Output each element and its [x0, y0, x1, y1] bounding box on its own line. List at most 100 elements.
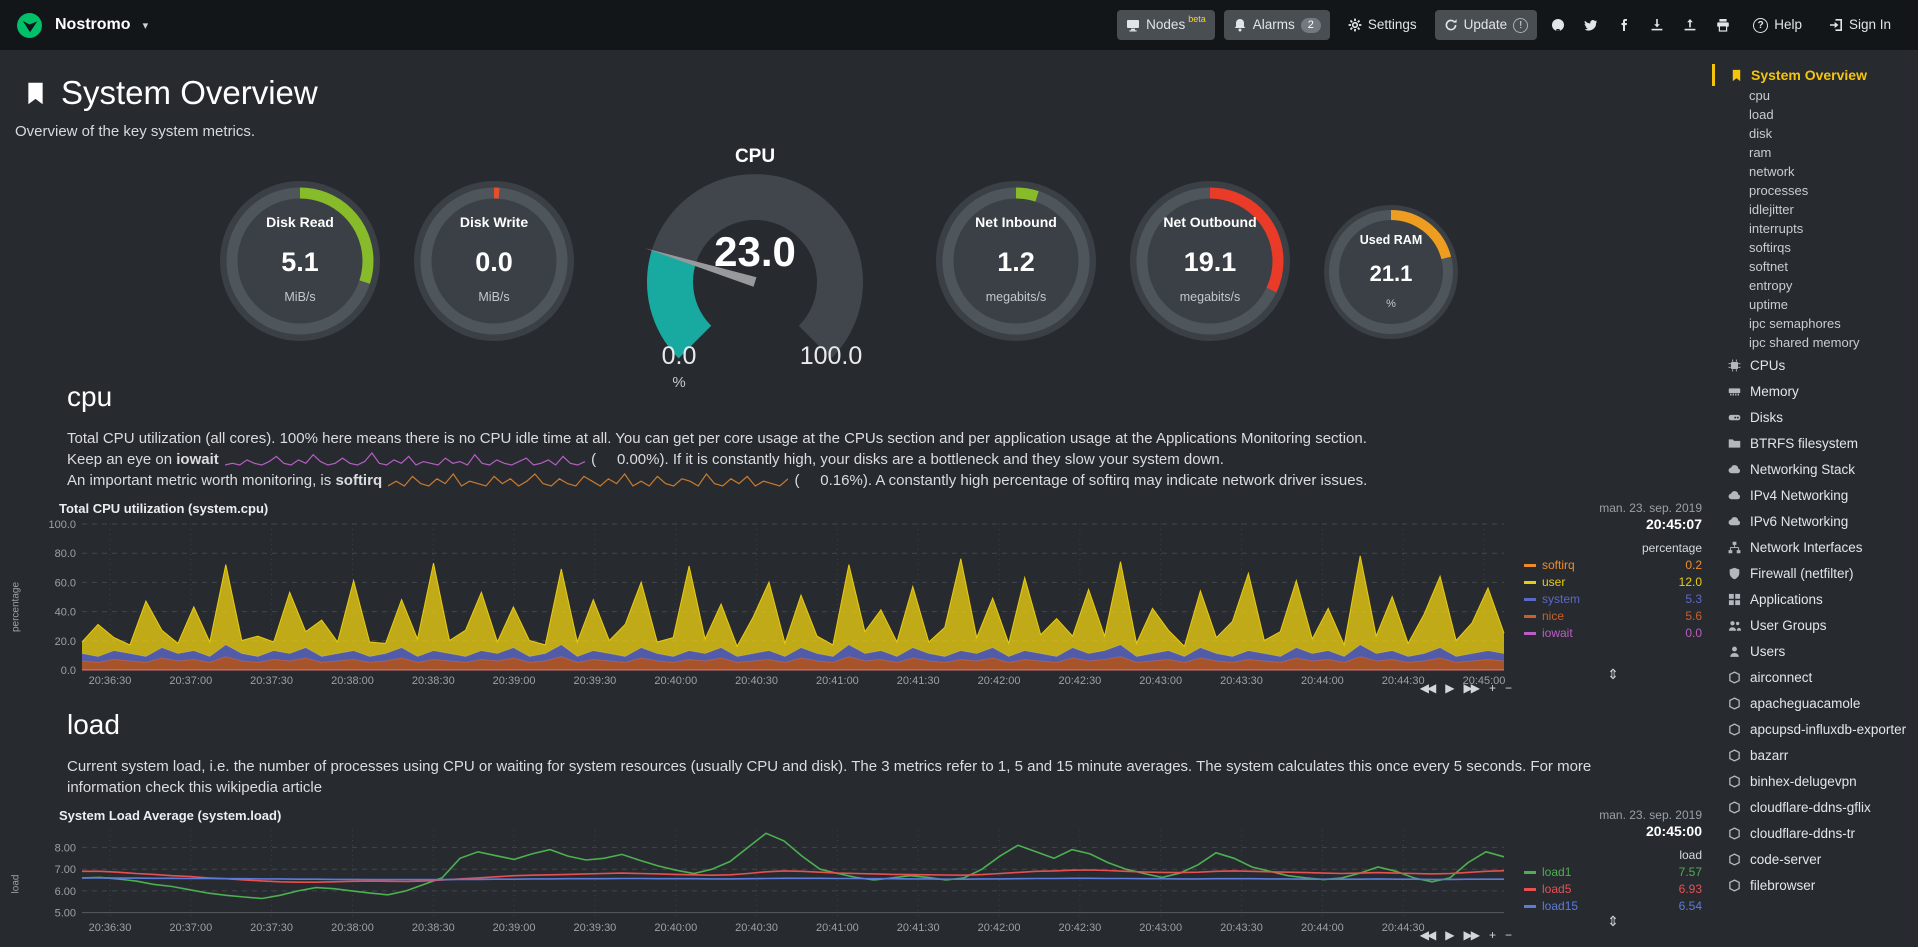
svg-text:20:38:00: 20:38:00	[331, 922, 374, 934]
gauge-title: Net Inbound	[975, 214, 1057, 230]
sidebar-subitem-ipc-shared-memory[interactable]: ipc shared memory	[1749, 335, 1860, 350]
sidebar-item-bazarr[interactable]: bazarr	[1712, 742, 1918, 768]
sidebar-subitem-disk[interactable]: disk	[1749, 126, 1773, 141]
import-snapshot-button[interactable]	[1645, 10, 1669, 40]
sidebar-item-applications[interactable]: Applications	[1712, 586, 1918, 612]
pan-backward-button[interactable]: ◀◀	[1419, 928, 1437, 942]
pan-forward-button[interactable]: ▶▶	[1463, 928, 1481, 942]
load-chart-canvas[interactable]: 20:36:30 20:37:00 20:37:30 20:38:00 20:38:30…	[24, 825, 1510, 937]
sidebar-item-btrfs-filesystem[interactable]: BTRFS filesystem	[1712, 430, 1918, 456]
series-name: load1	[1542, 865, 1572, 879]
legend-item-system[interactable]: system 5.3	[1524, 592, 1702, 606]
gauge-net-outbound: Net Outbound 19.1 megabits/s	[1127, 178, 1293, 349]
svg-text:20:37:00: 20:37:00	[169, 675, 212, 687]
sidebar-subitem-ipc-semaphores[interactable]: ipc semaphores	[1749, 316, 1841, 331]
sidebar-item-code-server[interactable]: code-server	[1712, 846, 1918, 872]
pan-forward-button[interactable]: ▶▶	[1463, 681, 1481, 695]
gauge-unit: megabits/s	[986, 290, 1046, 304]
play-button[interactable]: ▶	[1445, 681, 1454, 695]
cpu-desc-line1: Total CPU utilization (all cores). 100% …	[67, 430, 1367, 447]
series-name: iowait	[1542, 626, 1573, 640]
svg-text:20:43:00: 20:43:00	[1139, 675, 1182, 687]
sidebar-subitem-load[interactable]: load	[1749, 107, 1774, 122]
cpu-chart-canvas[interactable]: 20:36:30 20:37:00 20:37:30 20:38:00 20:38:30…	[24, 518, 1510, 690]
download-icon	[1651, 19, 1663, 31]
svg-text:20:38:30: 20:38:30	[412, 675, 455, 687]
legend-item-load1[interactable]: load1 7.57	[1524, 865, 1702, 879]
svg-text:8.00: 8.00	[55, 842, 76, 854]
sidebar-item-disks[interactable]: Disks	[1712, 404, 1918, 430]
legend-item-load5[interactable]: load5 6.93	[1524, 882, 1702, 896]
chart-resize-handle[interactable]: ⇕	[1607, 666, 1619, 682]
sidebar-item-ipv6-networking[interactable]: IPv6 Networking	[1712, 508, 1918, 534]
legend-item-nice[interactable]: nice 5.6	[1524, 609, 1702, 623]
sidebar-item-cloudflare-ddns-gflix[interactable]: cloudflare-ddns-gflix	[1712, 794, 1918, 820]
sidebar-subitem-ram[interactable]: ram	[1749, 145, 1772, 160]
sidebar-item-filebrowser[interactable]: filebrowser	[1712, 872, 1918, 898]
sidebar-subitem-network[interactable]: network	[1749, 164, 1795, 179]
zoom-in-button[interactable]: +	[1488, 681, 1496, 695]
play-button[interactable]: ▶	[1445, 928, 1454, 942]
sidebar-subitem-interrupts[interactable]: interrupts	[1749, 221, 1804, 236]
sidebar-item-airconnect[interactable]: airconnect	[1712, 664, 1918, 690]
series-name: load5	[1542, 882, 1572, 896]
sidebar-subitem-processes[interactable]: processes	[1749, 183, 1809, 198]
legend-item-iowait[interactable]: iowait 0.0	[1524, 626, 1702, 640]
nodes-button[interactable]: Nodes beta	[1117, 10, 1215, 40]
pan-backward-button[interactable]: ◀◀	[1419, 681, 1437, 695]
gauge-cpu: CPU 23.0 0.0 100.0%	[605, 146, 905, 391]
sidebar-item-cpus[interactable]: CPUs	[1712, 352, 1918, 378]
sidebar-item-firewall-netfilter[interactable]: Firewall (netfilter)	[1712, 560, 1918, 586]
sidebar-item-cloudflare-ddns-tr[interactable]: cloudflare-ddns-tr	[1712, 820, 1918, 846]
facebook-button[interactable]	[1612, 10, 1636, 40]
export-snapshot-button[interactable]	[1678, 10, 1702, 40]
sidebar-item-users[interactable]: Users	[1712, 638, 1918, 664]
series-color-swatch	[1524, 614, 1536, 618]
facebook-icon	[1621, 19, 1628, 31]
sidebar-item-label: apcupsd-influxdb-exporter	[1750, 721, 1907, 737]
sidebar-item-networking-stack[interactable]: Networking Stack	[1712, 456, 1918, 482]
users-icon	[1728, 620, 1741, 631]
settings-button[interactable]: Settings	[1339, 10, 1426, 40]
print-button[interactable]	[1711, 10, 1735, 40]
cpu-chart-toolbar: ◀◀ ▶ ▶▶ + −	[1419, 681, 1512, 695]
sidebar-subitem-uptime[interactable]: uptime	[1749, 297, 1789, 312]
sidebar-subitem-softirqs[interactable]: softirqs	[1749, 240, 1791, 255]
sidebar-subitem-entropy[interactable]: entropy	[1749, 278, 1793, 293]
sidebar-item-apacheguacamole[interactable]: apacheguacamole	[1712, 690, 1918, 716]
svg-text:20:37:30: 20:37:30	[250, 675, 293, 687]
help-button-label: Help	[1774, 17, 1802, 33]
legend-item-softirq[interactable]: softirq 0.2	[1524, 558, 1702, 572]
sidebar-item-apcupsd-influxdb-exporter[interactable]: apcupsd-influxdb-exporter	[1712, 716, 1918, 742]
host-dropdown[interactable]: Nostromo ▾	[16, 12, 148, 39]
sidebar-subitem-idlejitter[interactable]: idlejitter	[1749, 202, 1794, 217]
help-button[interactable]: ? Help	[1744, 10, 1811, 40]
sidebar-item-ipv4-networking[interactable]: IPv4 Networking	[1712, 482, 1918, 508]
signin-button[interactable]: Sign In	[1820, 10, 1900, 40]
svg-text:20:39:00: 20:39:00	[493, 922, 536, 934]
chart-resize-handle[interactable]: ⇕	[1607, 913, 1619, 929]
gauge-title: Disk Read	[266, 214, 334, 230]
twitter-button[interactable]	[1579, 10, 1603, 40]
page-head: System Overview Overview of the key syst…	[0, 50, 1706, 140]
sidebar-item-memory[interactable]: Memory	[1712, 378, 1918, 404]
update-button[interactable]: Update!	[1434, 10, 1538, 40]
sidebar-item-binhex-delugevpn[interactable]: binhex-delugevpn	[1712, 768, 1918, 794]
sidebar-item-user-groups[interactable]: User Groups	[1712, 612, 1918, 638]
zoom-in-button[interactable]: +	[1488, 928, 1496, 942]
legend-item-user[interactable]: user 12.0	[1524, 575, 1702, 589]
sidebar-item-system-overview[interactable]: System Overview	[1712, 64, 1918, 86]
svg-text:100.0: 100.0	[48, 519, 76, 531]
svg-text:20:39:00: 20:39:00	[493, 675, 536, 687]
alarms-button[interactable]: Alarms 2	[1223, 10, 1330, 40]
legend-item-load15[interactable]: load15 6.54	[1524, 899, 1702, 913]
zoom-out-button[interactable]: −	[1504, 928, 1512, 942]
github-button[interactable]	[1546, 10, 1570, 40]
sidebar-item-network-interfaces[interactable]: Network Interfaces	[1712, 534, 1918, 560]
update-button-label: Update	[1463, 17, 1508, 33]
svg-text:5.00: 5.00	[55, 908, 76, 920]
sidebar-subitem-cpu[interactable]: cpu	[1749, 88, 1770, 103]
zoom-out-button[interactable]: −	[1504, 681, 1512, 695]
main-content: System Overview Overview of the key syst…	[0, 50, 1706, 942]
sidebar-subitem-softnet[interactable]: softnet	[1749, 259, 1789, 274]
